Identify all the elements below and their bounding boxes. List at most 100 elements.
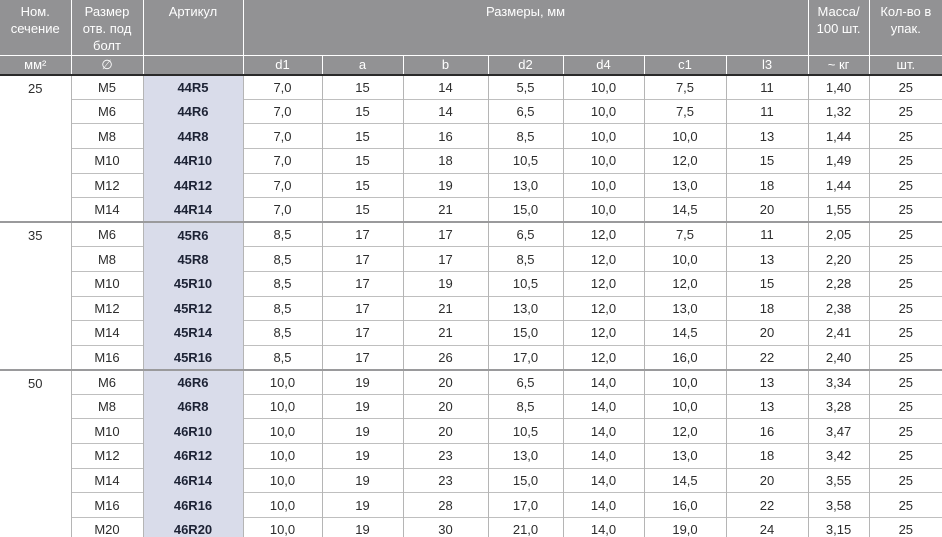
- value-cell-mass: 2,38: [808, 295, 870, 321]
- value-cell-d1: 10,0: [243, 393, 323, 419]
- value-cell-d4: 14,0: [563, 443, 645, 469]
- value-cell-mass: 1,55: [808, 197, 870, 223]
- value-cell-d2: 13,0: [488, 172, 564, 198]
- value-cell-mass: 3,15: [808, 516, 870, 537]
- value-cell-d2: 8,5: [488, 123, 564, 149]
- bolt-size-cell: M20: [71, 516, 144, 537]
- section-cell: 25: [0, 74, 72, 223]
- value-cell-qty: 25: [869, 246, 942, 272]
- value-cell-b: 14: [403, 74, 489, 100]
- value-cell-b: 20: [403, 418, 489, 444]
- value-cell-qty: 25: [869, 197, 942, 223]
- value-cell-qty: 25: [869, 74, 942, 100]
- value-cell-a: 17: [322, 295, 404, 321]
- article-cell: 44R12: [143, 173, 244, 198]
- value-cell-d4: 10,0: [563, 123, 645, 149]
- value-cell-b: 19: [403, 172, 489, 198]
- value-cell-qty: 25: [869, 123, 942, 149]
- value-cell-qty: 25: [869, 467, 942, 493]
- table-row: M10 44R10 7,0 15 18 10,5 10,0 12,0 15 1,49 25: [0, 147, 942, 174]
- value-cell-a: 15: [322, 147, 404, 174]
- value-cell-d4: 10,0: [563, 147, 645, 174]
- article-cell: 45R12: [143, 296, 244, 321]
- value-cell-c1: 19,0: [644, 516, 727, 537]
- value-cell-c1: 14,5: [644, 197, 727, 223]
- value-cell-c1: 13,0: [644, 443, 727, 469]
- subheader-diameter: ∅: [71, 55, 144, 76]
- bolt-size-cell: M10: [71, 270, 144, 297]
- value-cell-l3: 22: [726, 344, 809, 370]
- value-cell-d4: 12,0: [563, 344, 645, 370]
- value-cell-c1: 14,5: [644, 320, 727, 346]
- value-cell-c1: 7,5: [644, 221, 727, 247]
- value-cell-c1: 13,0: [644, 172, 727, 198]
- value-cell-d1: 10,0: [243, 443, 323, 469]
- value-cell-l3: 13: [726, 393, 809, 419]
- subheader-d2: d2: [488, 55, 564, 76]
- value-cell-d2: 21,0: [488, 516, 564, 537]
- value-cell-d1: 10,0: [243, 516, 323, 537]
- value-cell-qty: 25: [869, 418, 942, 444]
- value-cell-mass: 2,28: [808, 270, 870, 297]
- value-cell-c1: 7,5: [644, 74, 727, 100]
- value-cell-l3: 20: [726, 197, 809, 223]
- table-row: M6 44R6 7,0 15 14 6,5 10,0 7,5 11 1,32 25: [0, 98, 942, 124]
- value-cell-a: 19: [322, 492, 404, 518]
- value-cell-d1: 8,5: [243, 221, 323, 247]
- value-cell-d2: 13,0: [488, 295, 564, 321]
- value-cell-c1: 10,0: [644, 246, 727, 272]
- value-cell-l3: 20: [726, 467, 809, 493]
- table-row: M12 44R12 7,0 15 19 13,0 10,0 13,0 18 1,44 25: [0, 172, 942, 198]
- article-cell: 46R12: [143, 443, 244, 469]
- value-cell-l3: 13: [726, 368, 809, 395]
- section-cell: 35: [0, 221, 72, 370]
- value-cell-d2: 10,5: [488, 418, 564, 444]
- value-cell-d2: 8,5: [488, 393, 564, 419]
- value-cell-l3: 15: [726, 147, 809, 174]
- value-cell-mass: 1,49: [808, 147, 870, 174]
- article-cell: 46R20: [143, 517, 244, 537]
- value-cell-d4: 14,0: [563, 418, 645, 444]
- table-row: M14 44R14 7,0 15 21 15,0 10,0 14,5 20 1,55 25: [0, 197, 942, 223]
- table-row: M16 45R16 8,5 17 26 17,0 12,0 16,0 22 2,40 25: [0, 344, 942, 370]
- bolt-size-cell: M8: [71, 246, 144, 272]
- value-cell-d4: 10,0: [563, 172, 645, 198]
- value-cell-d2: 10,5: [488, 270, 564, 297]
- value-cell-d1: 8,5: [243, 320, 323, 346]
- col-header-nominal-section: Ном. сечение: [0, 0, 72, 56]
- value-cell-mass: 2,20: [808, 246, 870, 272]
- article-cell: 44R5: [143, 74, 244, 100]
- value-cell-mass: 3,55: [808, 467, 870, 493]
- value-cell-c1: 10,0: [644, 393, 727, 419]
- value-cell-mass: 3,28: [808, 393, 870, 419]
- article-cell: 46R6: [143, 368, 244, 395]
- value-cell-mass: 3,34: [808, 368, 870, 395]
- value-cell-a: 17: [322, 246, 404, 272]
- value-cell-qty: 25: [869, 98, 942, 124]
- table-row: M12 46R12 10,0 19 23 13,0 14,0 13,0 18 3,42 25: [0, 443, 942, 469]
- value-cell-d1: 10,0: [243, 418, 323, 444]
- col-header-article: Артикул: [143, 0, 244, 56]
- article-cell: 46R14: [143, 468, 244, 493]
- value-cell-b: 16: [403, 123, 489, 149]
- value-cell-d1: 8,5: [243, 246, 323, 272]
- value-cell-qty: 25: [869, 147, 942, 174]
- value-cell-a: 19: [322, 443, 404, 469]
- value-cell-qty: 25: [869, 344, 942, 370]
- value-cell-mass: 1,32: [808, 98, 870, 124]
- value-cell-a: 15: [322, 197, 404, 223]
- value-cell-c1: 12,0: [644, 270, 727, 297]
- value-cell-a: 15: [322, 123, 404, 149]
- value-cell-d4: 12,0: [563, 295, 645, 321]
- value-cell-a: 15: [322, 74, 404, 100]
- value-cell-d4: 14,0: [563, 516, 645, 537]
- table-row: M8 46R8 10,0 19 20 8,5 14,0 10,0 13 3,28 25: [0, 393, 942, 419]
- article-cell: 44R8: [143, 123, 244, 149]
- value-cell-c1: 16,0: [644, 492, 727, 518]
- article-cell: 46R10: [143, 418, 244, 444]
- value-cell-c1: 10,0: [644, 368, 727, 395]
- value-cell-d1: 8,5: [243, 295, 323, 321]
- value-cell-mass: 1,44: [808, 172, 870, 198]
- value-cell-qty: 25: [869, 516, 942, 537]
